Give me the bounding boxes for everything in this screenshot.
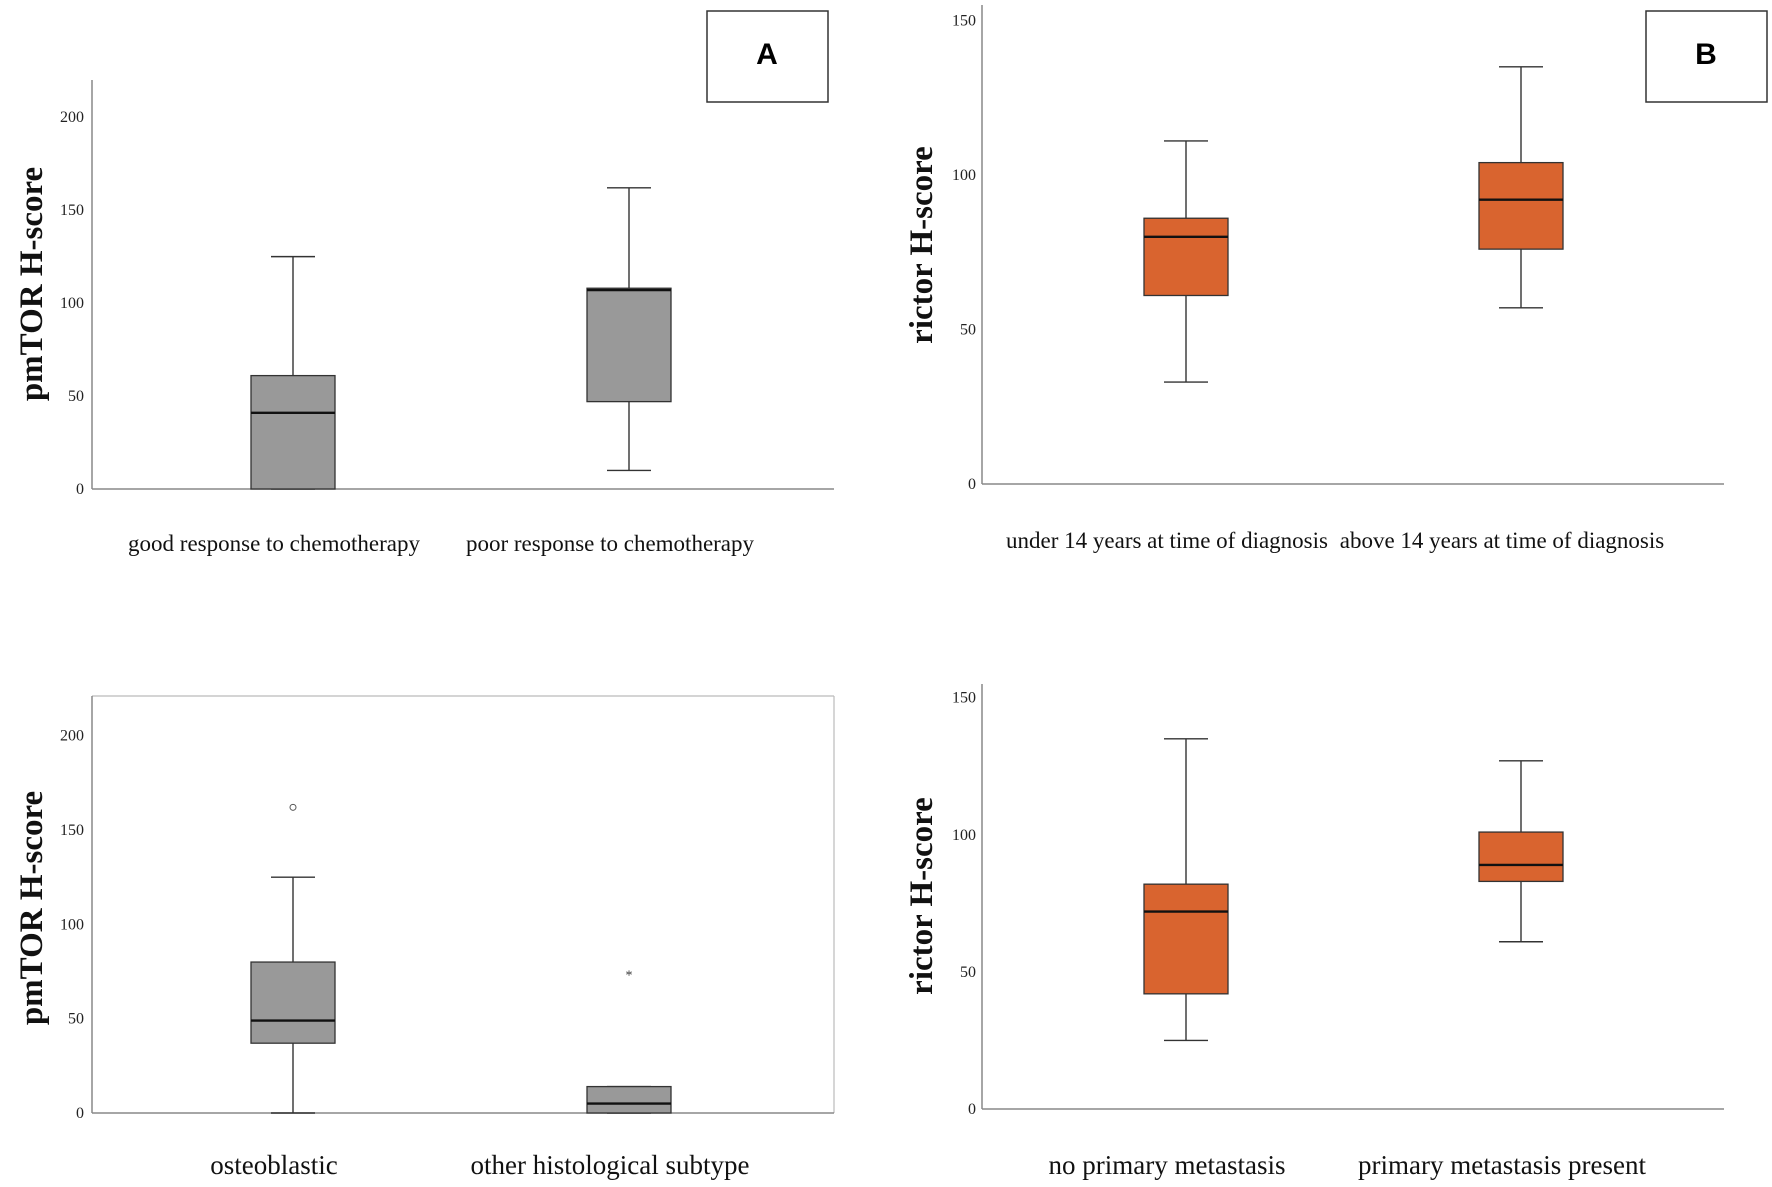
iqr-box (1143, 883, 1229, 995)
iqr-box (1478, 831, 1564, 883)
extreme-point: * (626, 968, 633, 983)
iqr-box (250, 961, 336, 1044)
chart-rictor-age-at-diagnosis: 0 50 100 150 rictor H-score under 14 years at… (904, 5, 1724, 553)
y-tick-label: 200 (60, 728, 84, 745)
y-tick-label: 0 (76, 481, 84, 498)
category-label: under 14 years at time of diagnosis (1006, 528, 1328, 553)
y-tick-label: 50 (960, 964, 976, 981)
category-label: no primary metastasis (1049, 1150, 1286, 1180)
iqr-box (586, 1085, 672, 1114)
chart-pmtor-histological-subtype: 0 50 100 150 200 pmTOR H-score osteoblastic * ot… (14, 695, 835, 1180)
box-1 (250, 803, 336, 1114)
y-tick-label: 50 (68, 388, 84, 405)
y-axis-label: pmTOR H-score (14, 167, 50, 401)
box-1 (250, 255, 336, 490)
y-axis-label: rictor H-score (904, 797, 940, 995)
category-label: other histological subtype (471, 1150, 750, 1180)
y-tick-label: 0 (76, 1105, 84, 1122)
y-axis-label: pmTOR H-score (14, 791, 50, 1025)
box-2 (586, 187, 672, 472)
panel-label-b-text: B (1695, 38, 1717, 71)
y-axis-label: rictor H-score (904, 146, 940, 344)
iqr-box (1478, 161, 1564, 250)
outlier-point (289, 803, 297, 811)
iqr-box (1143, 217, 1229, 297)
category-label: primary metastasis present (1358, 1150, 1646, 1180)
y-tick-label: 100 (60, 916, 84, 933)
box-1 (1143, 738, 1229, 1042)
y-tick-label: 50 (960, 321, 976, 338)
category-label: good response to chemotherapy (128, 531, 420, 556)
chart-pmtor-chemotherapy-response: 0 50 100 150 200 pmTOR H-score good response t… (14, 80, 834, 556)
y-tick-label: 100 (952, 827, 976, 844)
box-2 (1478, 760, 1564, 943)
box-2 (1478, 66, 1564, 309)
panel-label-a: A (706, 10, 829, 103)
y-tick-label: 100 (952, 167, 976, 184)
category-label: osteoblastic (210, 1150, 337, 1180)
panel-label-a-text: A (756, 38, 778, 71)
category-label: poor response to chemotherapy (466, 531, 755, 556)
y-tick-label: 200 (60, 109, 84, 126)
iqr-box (586, 287, 672, 403)
category-label: above 14 years at time of diagnosis (1340, 528, 1665, 553)
y-tick-label: 100 (60, 295, 84, 312)
chart-rictor-primary-metastasis: 0 50 100 150 rictor H-score no primary metast… (904, 684, 1724, 1180)
panel-label-b: B (1645, 10, 1768, 103)
y-tick-label: 0 (968, 1101, 976, 1118)
y-tick-label: 50 (68, 1011, 84, 1028)
box-2: * (586, 968, 672, 1114)
box-1 (1143, 140, 1229, 383)
iqr-box (250, 374, 336, 490)
y-tick-label: 150 (952, 12, 976, 29)
y-tick-label: 150 (60, 822, 84, 839)
y-tick-label: 150 (952, 690, 976, 707)
y-tick-label: 0 (968, 476, 976, 493)
y-tick-label: 150 (60, 202, 84, 219)
